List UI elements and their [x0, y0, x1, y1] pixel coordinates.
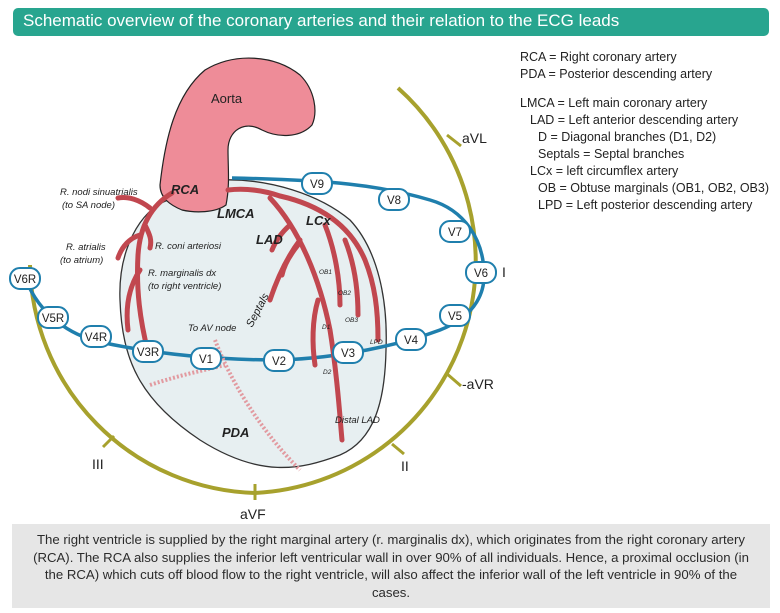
d2-label: D2 [323, 369, 332, 376]
lcx-label: LCx [306, 213, 331, 228]
lmca-label: LMCA [217, 206, 255, 221]
lead-ii-label: II [401, 458, 409, 474]
lead-v7: V7 [439, 220, 471, 243]
lead-v4r: V4R [80, 325, 112, 348]
r-marg-sub-label: (to right ventricle) [148, 281, 221, 292]
artery-branches [115, 186, 381, 443]
lead-v3: V3 [332, 341, 364, 364]
lead-avf-label: aVF [240, 506, 266, 522]
lead-v6: V6 [465, 261, 497, 284]
svg-text:V5: V5 [448, 311, 462, 323]
ob3-label: OB3 [345, 317, 358, 324]
lpd-label: LPD [370, 339, 383, 346]
lead-v1: V1 [190, 347, 222, 370]
legend-pda: PDA = Posterior descending artery [520, 67, 713, 81]
septal-branch-2 [279, 242, 301, 278]
page-title: Schematic overview of the coronary arter… [23, 11, 620, 30]
lead-v5r: V5R [37, 306, 69, 329]
septal-branch-1 [269, 222, 293, 253]
svg-text:V3R: V3R [137, 347, 159, 359]
lead-v3r: V3R [132, 340, 164, 363]
legend-rca: RCA = Right coronary artery [520, 50, 677, 64]
rca-marginal-branch [124, 267, 143, 333]
r-nodi-label: R. nodi sinuatrialis [60, 187, 138, 198]
lead-i-label: I [502, 264, 506, 280]
rca-sa-branch [115, 195, 153, 211]
tick-iii [101, 434, 116, 449]
ob2-branch [342, 237, 361, 318]
svg-text:V6: V6 [474, 268, 488, 280]
svg-text:V4: V4 [404, 335, 419, 347]
tick-avr [445, 371, 462, 388]
rca-artery [135, 190, 175, 355]
pda-course [149, 339, 302, 472]
legend-lcx: LCx = left circumflex artery [530, 164, 679, 178]
svg-text:V2: V2 [272, 356, 286, 368]
lead-iii-label: III [92, 456, 104, 472]
r-marg-label: R. marginalis dx [148, 268, 217, 279]
lad-artery [267, 195, 345, 443]
aorta-label: Aorta [211, 91, 243, 106]
aorta-shape [159, 57, 316, 213]
r-atrialis-label: R. atrialis [66, 242, 106, 253]
svg-text:V7: V7 [448, 227, 462, 239]
legend-ob: OB = Obtuse marginals (OB1, OB2, OB3) [538, 181, 769, 195]
r-atrialis-sub-label: (to atrium) [60, 255, 103, 266]
distal-lad-label: Distal LAD [335, 415, 380, 426]
legend-lmca: LMCA = Left main coronary artery [520, 96, 708, 110]
svg-text:V4R: V4R [85, 332, 107, 344]
svg-text:V5R: V5R [42, 313, 64, 325]
svg-text:V3: V3 [341, 348, 355, 360]
legend-spacer [520, 83, 775, 95]
caption-text: The right ventricle is supplied by the r… [33, 532, 749, 600]
d1-label: D1 [322, 324, 331, 331]
r-coni-label: R. coni arteriosi [155, 241, 222, 252]
lead-v2: V2 [263, 349, 295, 372]
lead-v5: V5 [439, 304, 471, 327]
lead-v9: V9 [301, 172, 333, 195]
rca-label: RCA [171, 182, 199, 197]
lead-v8: V8 [378, 188, 410, 211]
legend-lad: LAD = Left anterior descending artery [530, 113, 739, 127]
legend-lpd: LPD = Left posterior descending artery [538, 198, 753, 212]
d2-branch [310, 297, 321, 368]
pda-label: PDA [222, 425, 249, 440]
lcx-artery [277, 193, 381, 343]
caption-box: The right ventricle is supplied by the r… [12, 524, 770, 608]
svg-text:V8: V8 [387, 195, 401, 207]
heart-body [119, 179, 387, 469]
rca-atrial-branch [115, 232, 143, 261]
title-bar: Schematic overview of the coronary arter… [13, 8, 769, 36]
lmca-artery [225, 186, 283, 199]
lead-v4: V4 [395, 328, 427, 351]
to-av-label: To AV node [188, 323, 236, 334]
legend-septals: Septals = Septal branches [538, 147, 685, 161]
lead-v6r: V6R [9, 267, 41, 290]
frontal-plane-circle [28, 86, 478, 496]
tick-ii [391, 442, 405, 456]
ob1-branch [322, 222, 343, 308]
tick-avl [446, 133, 462, 148]
lad-label: LAD [256, 232, 283, 247]
lead-avl-label: aVL [462, 130, 487, 146]
av-node-path [149, 363, 226, 387]
legend-d: D = Diagonal branches (D1, D2) [538, 130, 717, 144]
r-nodi-sub-label: (to SA node) [62, 200, 115, 211]
rca-coni-branch [142, 222, 154, 251]
svg-text:V1: V1 [199, 354, 213, 366]
svg-text:V9: V9 [310, 179, 324, 191]
pda-path [213, 339, 302, 472]
ob2-label: OB2 [338, 290, 351, 297]
ob1-label: OB1 [319, 269, 332, 276]
abbreviation-legend: RCA = Right coronary artery PDA = Poster… [520, 49, 775, 214]
svg-text:V6R: V6R [14, 274, 36, 286]
lead-avr-label: -aVR [462, 376, 494, 392]
